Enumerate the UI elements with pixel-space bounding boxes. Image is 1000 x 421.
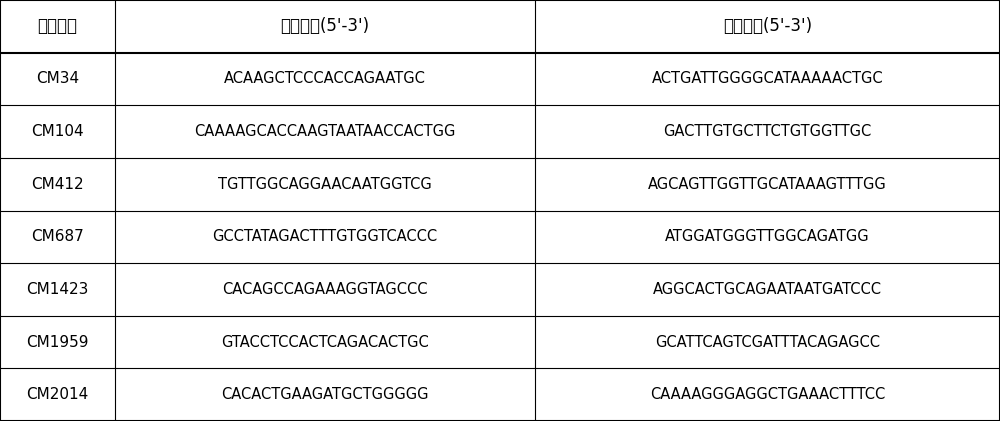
Text: GCCTATAGACTTTGTGGTCACCC: GCCTATAGACTTTGTGGTCACCC — [212, 229, 438, 244]
Bar — [535, 368, 1000, 421]
Bar — [0, 0, 115, 53]
Bar — [0, 263, 115, 316]
Bar — [115, 53, 535, 105]
Text: CM2014: CM2014 — [26, 387, 89, 402]
Bar — [0, 316, 115, 368]
Bar — [115, 368, 535, 421]
Bar — [115, 316, 535, 368]
Bar — [535, 158, 1000, 210]
Bar — [0, 368, 115, 421]
Bar — [535, 316, 1000, 368]
Bar — [0, 210, 115, 263]
Bar — [115, 158, 535, 210]
Text: CM412: CM412 — [31, 177, 84, 192]
Text: CM1423: CM1423 — [26, 282, 89, 297]
Bar — [535, 210, 1000, 263]
Text: ACAAGCTCCCACCAGAATGC: ACAAGCTCCCACCAGAATGC — [224, 72, 426, 86]
Text: TGTTGGCAGGAACAATGGTCG: TGTTGGCAGGAACAATGGTCG — [218, 177, 432, 192]
Bar — [535, 263, 1000, 316]
Text: ACTGATTGGGGCATAAAAACTGC: ACTGATTGGGGCATAAAAACTGC — [652, 72, 883, 86]
Text: CM687: CM687 — [31, 229, 84, 244]
Text: AGCAGTTGGTTGCATAAAGTTTGG: AGCAGTTGGTTGCATAAAGTTTGG — [648, 177, 887, 192]
Bar — [115, 263, 535, 316]
Bar — [0, 53, 115, 105]
Text: CAAAAGCACCAAGTAATAACCACTGG: CAAAAGCACCAAGTAATAACCACTGG — [194, 124, 456, 139]
Text: ATGGATGGGTTGGCAGATGG: ATGGATGGGTTGGCAGATGG — [665, 229, 870, 244]
Bar — [535, 53, 1000, 105]
Text: GTACCTCCACTCAGACACTGC: GTACCTCCACTCAGACACTGC — [221, 335, 429, 349]
Text: CM34: CM34 — [36, 72, 79, 86]
Text: AGGCACTGCAGAATAATGATCCC: AGGCACTGCAGAATAATGATCCC — [653, 282, 882, 297]
Text: CAAAAGGGAGGCTGAAACTTTCC: CAAAAGGGAGGCTGAAACTTTCC — [650, 387, 885, 402]
Bar — [0, 158, 115, 210]
Text: 反向引物(5'-3'): 反向引物(5'-3') — [723, 17, 812, 35]
Bar — [535, 105, 1000, 158]
Text: CM1959: CM1959 — [26, 335, 89, 349]
Bar — [115, 0, 535, 53]
Text: 引物编号: 引物编号 — [38, 17, 78, 35]
Text: CACACTGAAGATGCTGGGGG: CACACTGAAGATGCTGGGGG — [221, 387, 429, 402]
Text: GCATTCAGTCGATTTACAGAGCC: GCATTCAGTCGATTTACAGAGCC — [655, 335, 880, 349]
Text: GACTTGTGCTTCTGTGGTTGC: GACTTGTGCTTCTGTGGTTGC — [663, 124, 872, 139]
Text: CM104: CM104 — [31, 124, 84, 139]
Bar — [535, 0, 1000, 53]
Bar — [115, 105, 535, 158]
Bar — [115, 210, 535, 263]
Text: CACAGCCAGAAAGGTAGCCC: CACAGCCAGAAAGGTAGCCC — [222, 282, 428, 297]
Bar — [0, 105, 115, 158]
Text: 正向引物(5'-3'): 正向引物(5'-3') — [280, 17, 370, 35]
